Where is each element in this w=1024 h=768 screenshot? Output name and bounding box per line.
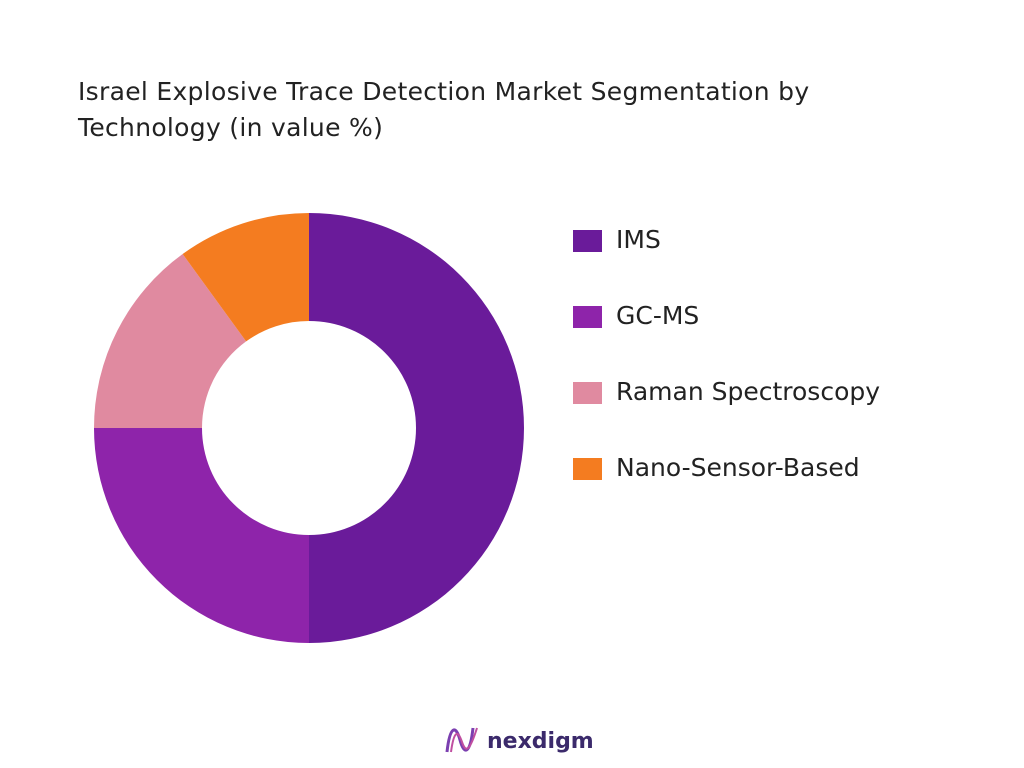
chart-title: Israel Explosive Trace Detection Market … bbox=[78, 77, 810, 142]
donut-slice bbox=[182, 213, 309, 342]
legend-swatch bbox=[573, 382, 602, 404]
legend-swatch bbox=[573, 306, 602, 328]
donut-slice bbox=[94, 428, 309, 643]
legend-label: Raman Spectroscopy bbox=[616, 377, 880, 406]
legend-label: IMS bbox=[616, 225, 661, 254]
legend-swatch bbox=[573, 458, 602, 480]
logo-icon bbox=[450, 727, 478, 753]
donut-slice bbox=[309, 213, 524, 643]
legend-label: GC-MS bbox=[616, 301, 699, 330]
brand-name: nexdigm bbox=[487, 729, 594, 754]
donut-slice bbox=[94, 254, 247, 428]
brand-logo bbox=[445, 727, 478, 753]
legend-swatch bbox=[573, 230, 602, 252]
legend-label: Nano-Sensor-Based bbox=[616, 453, 860, 482]
